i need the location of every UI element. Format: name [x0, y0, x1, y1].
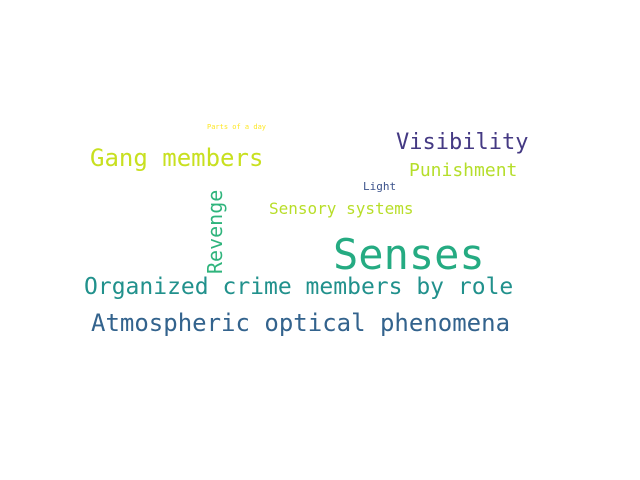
word-light: Light: [363, 180, 397, 193]
word-visibility: Visibility: [396, 130, 529, 155]
word-revenge: Revenge: [203, 189, 227, 274]
word-organized-crime-members: Organized crime members by role: [84, 274, 514, 300]
word-parts-of-a-day: Parts of a day: [207, 123, 267, 131]
word-atmospheric-optical-phenomena: Atmospheric optical phenomena: [91, 309, 511, 337]
word-punishment: Punishment: [409, 160, 518, 181]
word-senses: Senses: [333, 230, 485, 279]
word-gang-members: Gang members: [90, 144, 264, 172]
word-sensory-systems: Sensory systems: [269, 199, 414, 218]
